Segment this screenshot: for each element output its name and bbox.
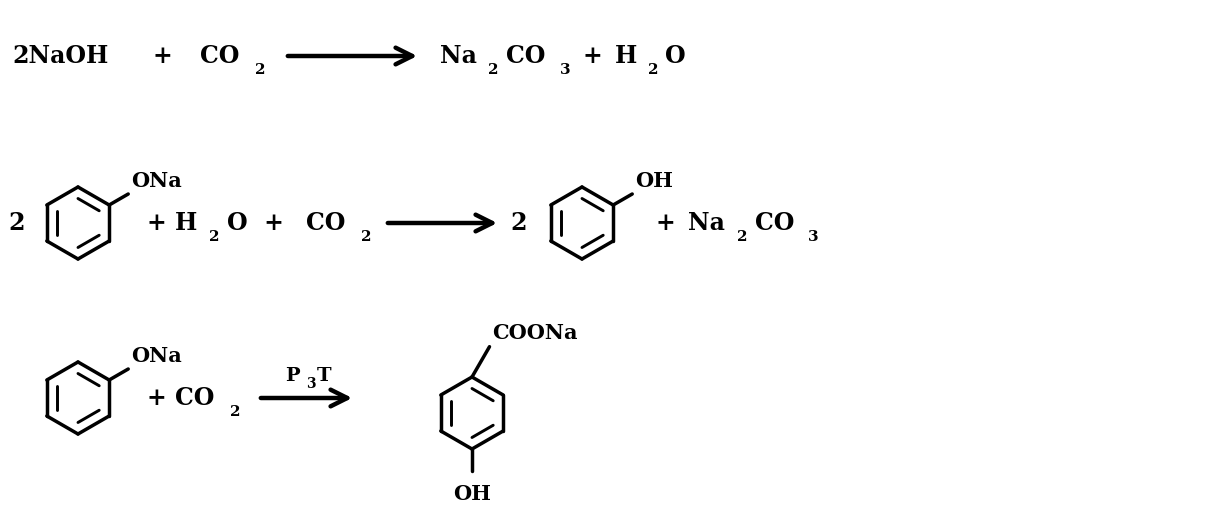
Text: 3: 3: [560, 63, 570, 77]
Text: 3: 3: [808, 230, 819, 244]
Text: ONa: ONa: [132, 346, 182, 366]
Text: OH: OH: [635, 171, 673, 191]
Text: 2NaOH: 2NaOH: [12, 44, 108, 68]
Text: OH: OH: [453, 484, 491, 504]
Text: CO: CO: [176, 386, 215, 410]
Text: CO: CO: [506, 44, 545, 68]
Text: CO: CO: [306, 211, 345, 235]
Text: 2: 2: [510, 211, 527, 235]
Text: CO: CO: [755, 211, 795, 235]
Text: ONa: ONa: [132, 171, 182, 191]
Text: +: +: [146, 211, 166, 235]
Text: H: H: [176, 211, 197, 235]
Text: O: O: [666, 44, 685, 68]
Text: Na: Na: [440, 44, 477, 68]
Text: Na: Na: [688, 211, 725, 235]
Text: 3: 3: [306, 377, 316, 391]
Text: +: +: [152, 44, 172, 68]
Text: 2: 2: [230, 405, 240, 419]
Text: COONa: COONa: [492, 323, 578, 343]
Text: +: +: [655, 211, 675, 235]
Text: 2: 2: [361, 230, 372, 244]
Text: O  +: O +: [227, 211, 284, 235]
Text: +: +: [146, 386, 166, 410]
Text: +: +: [581, 44, 602, 68]
Text: 2: 2: [255, 63, 266, 77]
Text: 2: 2: [488, 63, 499, 77]
Text: P: P: [285, 367, 300, 385]
Text: H: H: [616, 44, 638, 68]
Text: 2: 2: [208, 230, 219, 244]
Text: CO: CO: [200, 44, 239, 68]
Text: 2: 2: [649, 63, 658, 77]
Text: 2: 2: [9, 211, 24, 235]
Text: 2: 2: [737, 230, 747, 244]
Text: T: T: [317, 367, 332, 385]
